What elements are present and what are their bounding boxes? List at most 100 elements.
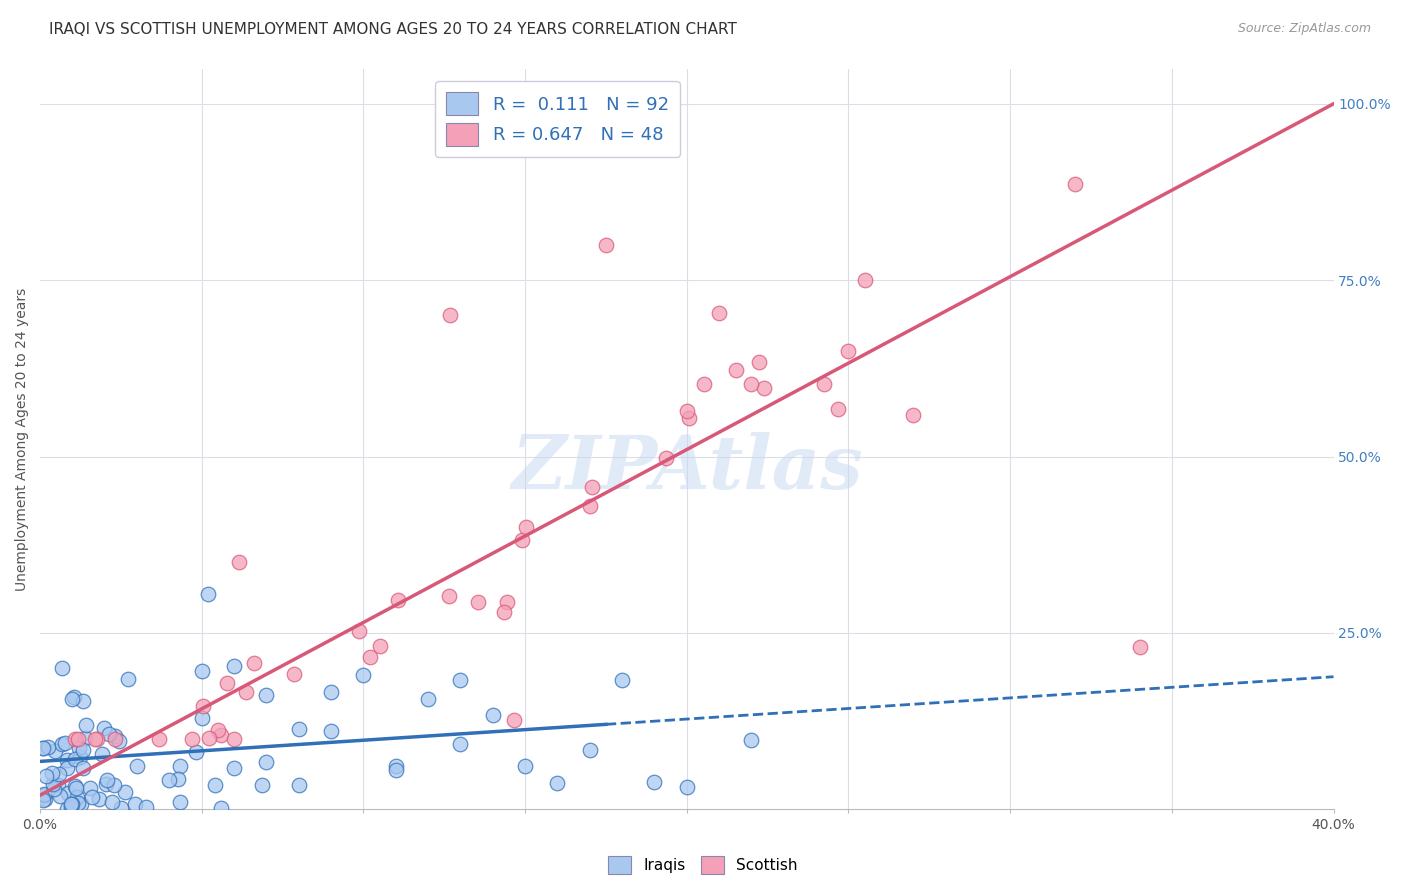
Point (104, 731, 127, 746)
Point (184, 744, 207, 758)
Point (55, 761, 77, 775)
Point (169, 795, 191, 809)
Point (96, 772, 118, 787)
Point (492, 605, 515, 619)
Point (34, 788, 56, 802)
Point (63, 752, 86, 766)
Point (32, 792, 55, 806)
Point (37, 739, 59, 754)
Point (42, 781, 65, 796)
Point (197, 587, 219, 601)
Point (42, 777, 65, 791)
Point (69, 797, 91, 811)
Point (82, 789, 104, 804)
Point (256, 688, 278, 702)
Point (51, 661, 73, 675)
Point (207, 723, 229, 737)
Point (32, 740, 55, 755)
Point (191, 664, 214, 678)
Legend: Iraqis, Scottish: Iraqis, Scottish (602, 850, 804, 880)
Point (256, 755, 278, 769)
Point (748, 355, 770, 369)
Point (353, 668, 375, 682)
Point (385, 763, 408, 777)
Point (546, 776, 568, 790)
Point (235, 685, 257, 699)
Point (56, 753, 79, 767)
Point (678, 411, 700, 425)
Point (62, 690, 84, 704)
Point (32, 787, 55, 801)
Legend: R =  0.111   N = 92, R = 0.647   N = 48: R = 0.111 N = 92, R = 0.647 N = 48 (434, 81, 681, 156)
Point (72, 743, 94, 757)
Point (813, 377, 835, 392)
Point (191, 699, 214, 714)
Point (56, 786, 79, 800)
Point (167, 772, 190, 786)
Point (581, 480, 603, 494)
Point (359, 650, 381, 665)
Point (101, 795, 124, 809)
Y-axis label: Unemployment Among Ages 20 to 24 years: Unemployment Among Ages 20 to 24 years (15, 287, 30, 591)
Point (502, 713, 524, 727)
Point (437, 589, 460, 603)
Point (752, 381, 775, 395)
Point (610, 673, 633, 687)
Point (181, 731, 204, 746)
Point (595, 238, 617, 252)
Point (63, 731, 86, 746)
Text: IRAQI VS SCOTTISH UNEMPLOYMENT AMONG AGES 20 TO 24 YEARS CORRELATION CHART: IRAQI VS SCOTTISH UNEMPLOYMENT AMONG AGE… (49, 22, 737, 37)
Point (1128, 640, 1150, 654)
Point (675, 780, 697, 794)
Point (148, 731, 170, 746)
Point (228, 555, 250, 569)
Point (209, 728, 232, 742)
Point (191, 711, 214, 725)
Point (288, 778, 311, 792)
Point (283, 667, 305, 681)
Point (837, 343, 859, 358)
Point (467, 595, 489, 609)
Point (197, 731, 219, 746)
Point (110, 801, 132, 815)
Point (740, 732, 762, 747)
Point (418, 692, 440, 706)
Point (450, 737, 472, 751)
Point (66, 731, 89, 746)
Point (75, 731, 97, 745)
Point (224, 659, 246, 673)
Point (66, 789, 89, 804)
Point (368, 639, 391, 653)
Point (46, 778, 69, 792)
Point (55, 735, 77, 749)
Point (217, 676, 239, 690)
Point (1063, 177, 1085, 191)
Point (51, 737, 73, 751)
Point (387, 593, 409, 607)
Point (48, 767, 70, 781)
Point (740, 376, 762, 391)
Point (87, 792, 110, 806)
Point (321, 685, 343, 699)
Point (853, 273, 876, 287)
Point (98, 727, 121, 741)
Point (347, 624, 370, 638)
Point (69, 749, 91, 764)
Point (204, 779, 226, 793)
Point (34, 792, 56, 806)
Point (135, 799, 157, 814)
Point (60, 692, 83, 706)
Point (321, 723, 343, 738)
Point (62, 797, 84, 811)
Point (56, 802, 79, 816)
Point (481, 707, 503, 722)
Point (32, 740, 55, 755)
Point (512, 533, 534, 548)
Point (724, 363, 747, 377)
Point (439, 309, 461, 323)
Point (655, 450, 678, 465)
Point (827, 402, 849, 417)
Point (60, 800, 83, 814)
Point (86, 731, 108, 746)
Point (515, 519, 537, 533)
